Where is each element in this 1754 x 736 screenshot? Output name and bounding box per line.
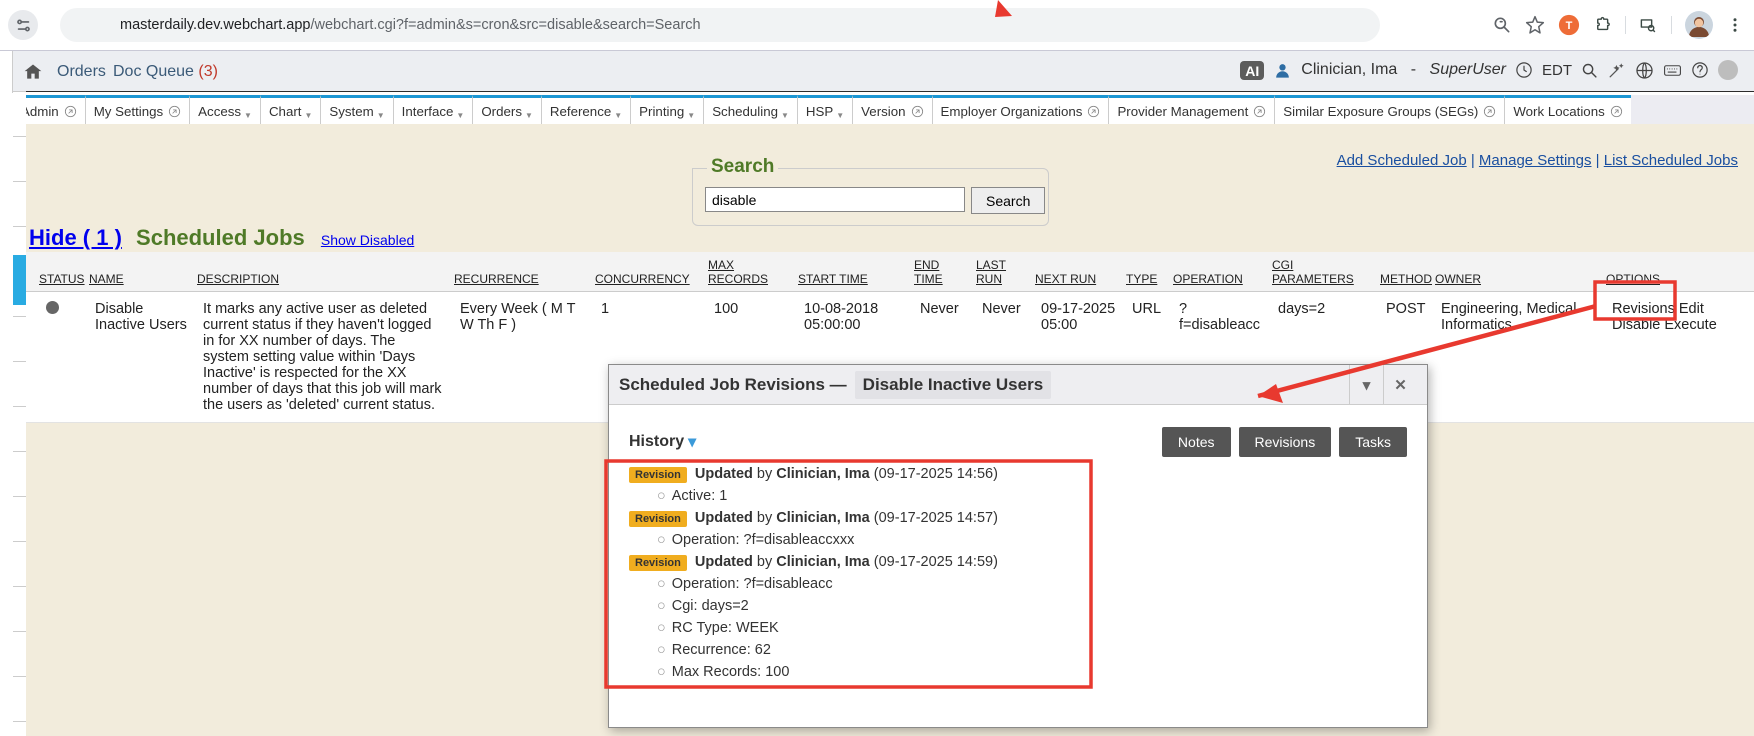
svg-text:T: T	[1566, 20, 1573, 32]
